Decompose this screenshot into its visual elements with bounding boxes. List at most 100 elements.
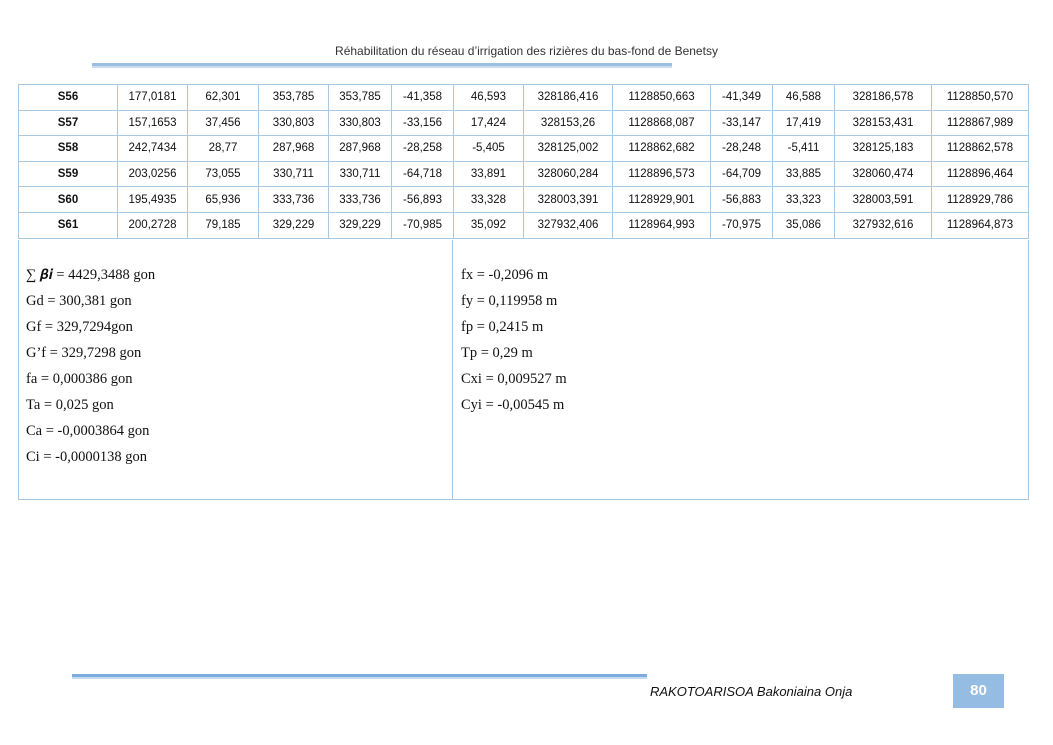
table-cell: 35,092: [453, 211, 524, 239]
table-cell: 328003,391: [523, 186, 613, 213]
table-cell: 328186,416: [523, 84, 613, 111]
table-cell: 1128867,989: [931, 109, 1029, 137]
table-cell: 327932,616: [834, 211, 932, 239]
table-cell: 327932,406: [523, 211, 613, 239]
table-row: S58 242,7434 28,77 287,968 287,968 -28,258 -5,…: [18, 135, 1029, 162]
table-cell: -33,147: [710, 109, 773, 137]
table-cell: 287,968: [258, 135, 329, 162]
table-cell: 33,891: [453, 160, 524, 188]
table-cell: -33,156: [391, 109, 454, 137]
table-row: S59 203,0256 73,055 330,711 330,711 -64,718 33…: [18, 160, 1029, 188]
table-cell: -56,893: [391, 186, 454, 213]
table-cell: 1128868,087: [612, 109, 711, 137]
table-cell: 177,0181: [117, 84, 188, 111]
table-cell: 330,803: [328, 109, 392, 137]
table-cell: 200,2728: [117, 211, 188, 239]
table-cell: 329,229: [258, 211, 329, 239]
page-number: 80: [953, 674, 1004, 708]
table-cell: 1128850,570: [931, 84, 1029, 111]
summary-line: fa = 0,000386 gon: [26, 371, 133, 387]
table-row: S61 200,2728 79,185 329,229 329,229 -70,985 35…: [18, 211, 1029, 239]
summary-line: Ci = -0,0000138 gon: [26, 449, 147, 465]
table-cell: 1128964,873: [931, 211, 1029, 239]
table-cell: 62,301: [187, 84, 259, 111]
summary-line: fp = 0,2415 m: [461, 319, 544, 335]
table-cell: 195,4935: [117, 186, 188, 213]
table-cell: 1128862,578: [931, 135, 1029, 162]
summary-line: fy = 0,119958 m: [461, 293, 558, 309]
table-cell: 28,77: [187, 135, 259, 162]
table-cell: 328060,474: [834, 160, 932, 188]
table-cell: 33,885: [772, 160, 835, 188]
data-table: S56 177,0181 62,301 353,785 353,785 -41,358 46…: [18, 84, 1029, 239]
table-cell: 328153,431: [834, 109, 932, 137]
table-cell: 330,711: [328, 160, 392, 188]
summary-line: G’f = 329,7298 gon: [26, 345, 142, 361]
table-cell: -70,975: [710, 211, 773, 239]
table-cell: 353,785: [258, 84, 329, 111]
table-cell: 329,229: [328, 211, 392, 239]
table-cell: 46,588: [772, 84, 835, 111]
table-cell: 37,456: [187, 109, 259, 137]
table-cell: S60: [18, 186, 118, 213]
summary-line: Gd = 300,381 gon: [26, 293, 132, 309]
table-cell: 33,328: [453, 186, 524, 213]
footer-author: RAKOTOARISOA Bakoniaina Onja: [650, 684, 853, 699]
summary-line: Tp = 0,29 m: [461, 345, 533, 361]
table-cell: -64,718: [391, 160, 454, 188]
table-cell: 1128929,901: [612, 186, 711, 213]
table-cell: 1128850,663: [612, 84, 711, 111]
header-rule: [92, 63, 672, 68]
table-cell: 328186,578: [834, 84, 932, 111]
table-row: S56 177,0181 62,301 353,785 353,785 -41,358 46…: [18, 84, 1029, 111]
summary-divider: [452, 240, 453, 500]
table-cell: 33,323: [772, 186, 835, 213]
table-cell: 203,0256: [117, 160, 188, 188]
table-cell: 353,785: [328, 84, 392, 111]
table-cell: 1128896,464: [931, 160, 1029, 188]
summary-left: ∑ 𝜷𝒊 = 4429,3488 gon Gd = 300,381 gon Gf =…: [26, 262, 155, 470]
table-cell: -41,358: [391, 84, 454, 111]
table-row: S57 157,1653 37,456 330,803 330,803 -33,156 17…: [18, 109, 1029, 137]
table-cell: 242,7434: [117, 135, 188, 162]
table-cell: 1128896,573: [612, 160, 711, 188]
table-cell: 333,736: [258, 186, 329, 213]
table-cell: 328060,284: [523, 160, 613, 188]
summary-box: [18, 240, 1029, 500]
table-row: S60 195,4935 65,936 333,736 333,736 -56,893 33…: [18, 186, 1029, 213]
table-cell: 1128929,786: [931, 186, 1029, 213]
table-cell: S57: [18, 109, 118, 137]
table-cell: 35,086: [772, 211, 835, 239]
table-cell: -64,709: [710, 160, 773, 188]
footer-rule: [72, 674, 647, 679]
table-cell: 73,055: [187, 160, 259, 188]
table-cell: 1128964,993: [612, 211, 711, 239]
table-cell: S58: [18, 135, 118, 162]
table-cell: -70,985: [391, 211, 454, 239]
table-cell: 328003,591: [834, 186, 932, 213]
table-cell: 1128862,682: [612, 135, 711, 162]
summary-line: Gf = 329,7294gon: [26, 319, 133, 335]
table-cell: -28,258: [391, 135, 454, 162]
table-cell: S61: [18, 211, 118, 239]
table-cell: -56,883: [710, 186, 773, 213]
header-title: Réhabilitation du réseau d’irrigation de…: [335, 44, 718, 58]
table-cell: 17,419: [772, 109, 835, 137]
table-cell: 79,185: [187, 211, 259, 239]
table-cell: 330,803: [258, 109, 329, 137]
summary-line: Ca = -0,0003864 gon: [26, 423, 150, 439]
summary-line: fx = -0,2096 m: [461, 267, 549, 283]
table-cell: 17,424: [453, 109, 524, 137]
table-cell: 328125,183: [834, 135, 932, 162]
summary-line: Ta = 0,025 gon: [26, 397, 114, 413]
table-cell: 157,1653: [117, 109, 188, 137]
table-cell: -28,248: [710, 135, 773, 162]
table-cell: 46,593: [453, 84, 524, 111]
table-cell: S56: [18, 84, 118, 111]
table-cell: 65,936: [187, 186, 259, 213]
summary-line: Cxi = 0,009527 m: [461, 371, 567, 387]
table-cell: 328153,26: [523, 109, 613, 137]
table-cell: 287,968: [328, 135, 392, 162]
table-cell: -5,405: [453, 135, 524, 162]
